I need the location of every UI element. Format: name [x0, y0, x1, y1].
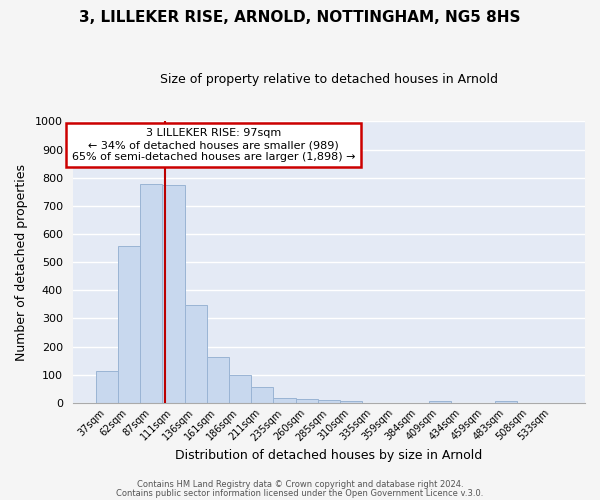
Y-axis label: Number of detached properties: Number of detached properties: [15, 164, 28, 360]
Text: 3 LILLEKER RISE: 97sqm
← 34% of detached houses are smaller (989)
65% of semi-de: 3 LILLEKER RISE: 97sqm ← 34% of detached…: [72, 128, 355, 162]
Bar: [140, 184, 163, 403]
Bar: [207, 357, 229, 403]
Bar: [251, 388, 274, 403]
Bar: [318, 400, 340, 403]
Text: 3, LILLEKER RISE, ARNOLD, NOTTINGHAM, NG5 8HS: 3, LILLEKER RISE, ARNOLD, NOTTINGHAM, NG…: [79, 10, 521, 25]
Bar: [163, 184, 185, 403]
Bar: [185, 305, 207, 403]
Bar: [296, 398, 318, 403]
X-axis label: Distribution of detached houses by size in Arnold: Distribution of detached houses by size …: [175, 450, 482, 462]
Text: Contains HM Land Registry data © Crown copyright and database right 2024.: Contains HM Land Registry data © Crown c…: [137, 480, 463, 489]
Bar: [274, 398, 296, 403]
Bar: [428, 401, 451, 403]
Bar: [340, 402, 362, 403]
Text: Contains public sector information licensed under the Open Government Licence v.: Contains public sector information licen…: [116, 488, 484, 498]
Bar: [495, 401, 517, 403]
Bar: [229, 376, 251, 403]
Bar: [96, 371, 118, 403]
Bar: [118, 246, 140, 403]
Title: Size of property relative to detached houses in Arnold: Size of property relative to detached ho…: [160, 72, 498, 86]
